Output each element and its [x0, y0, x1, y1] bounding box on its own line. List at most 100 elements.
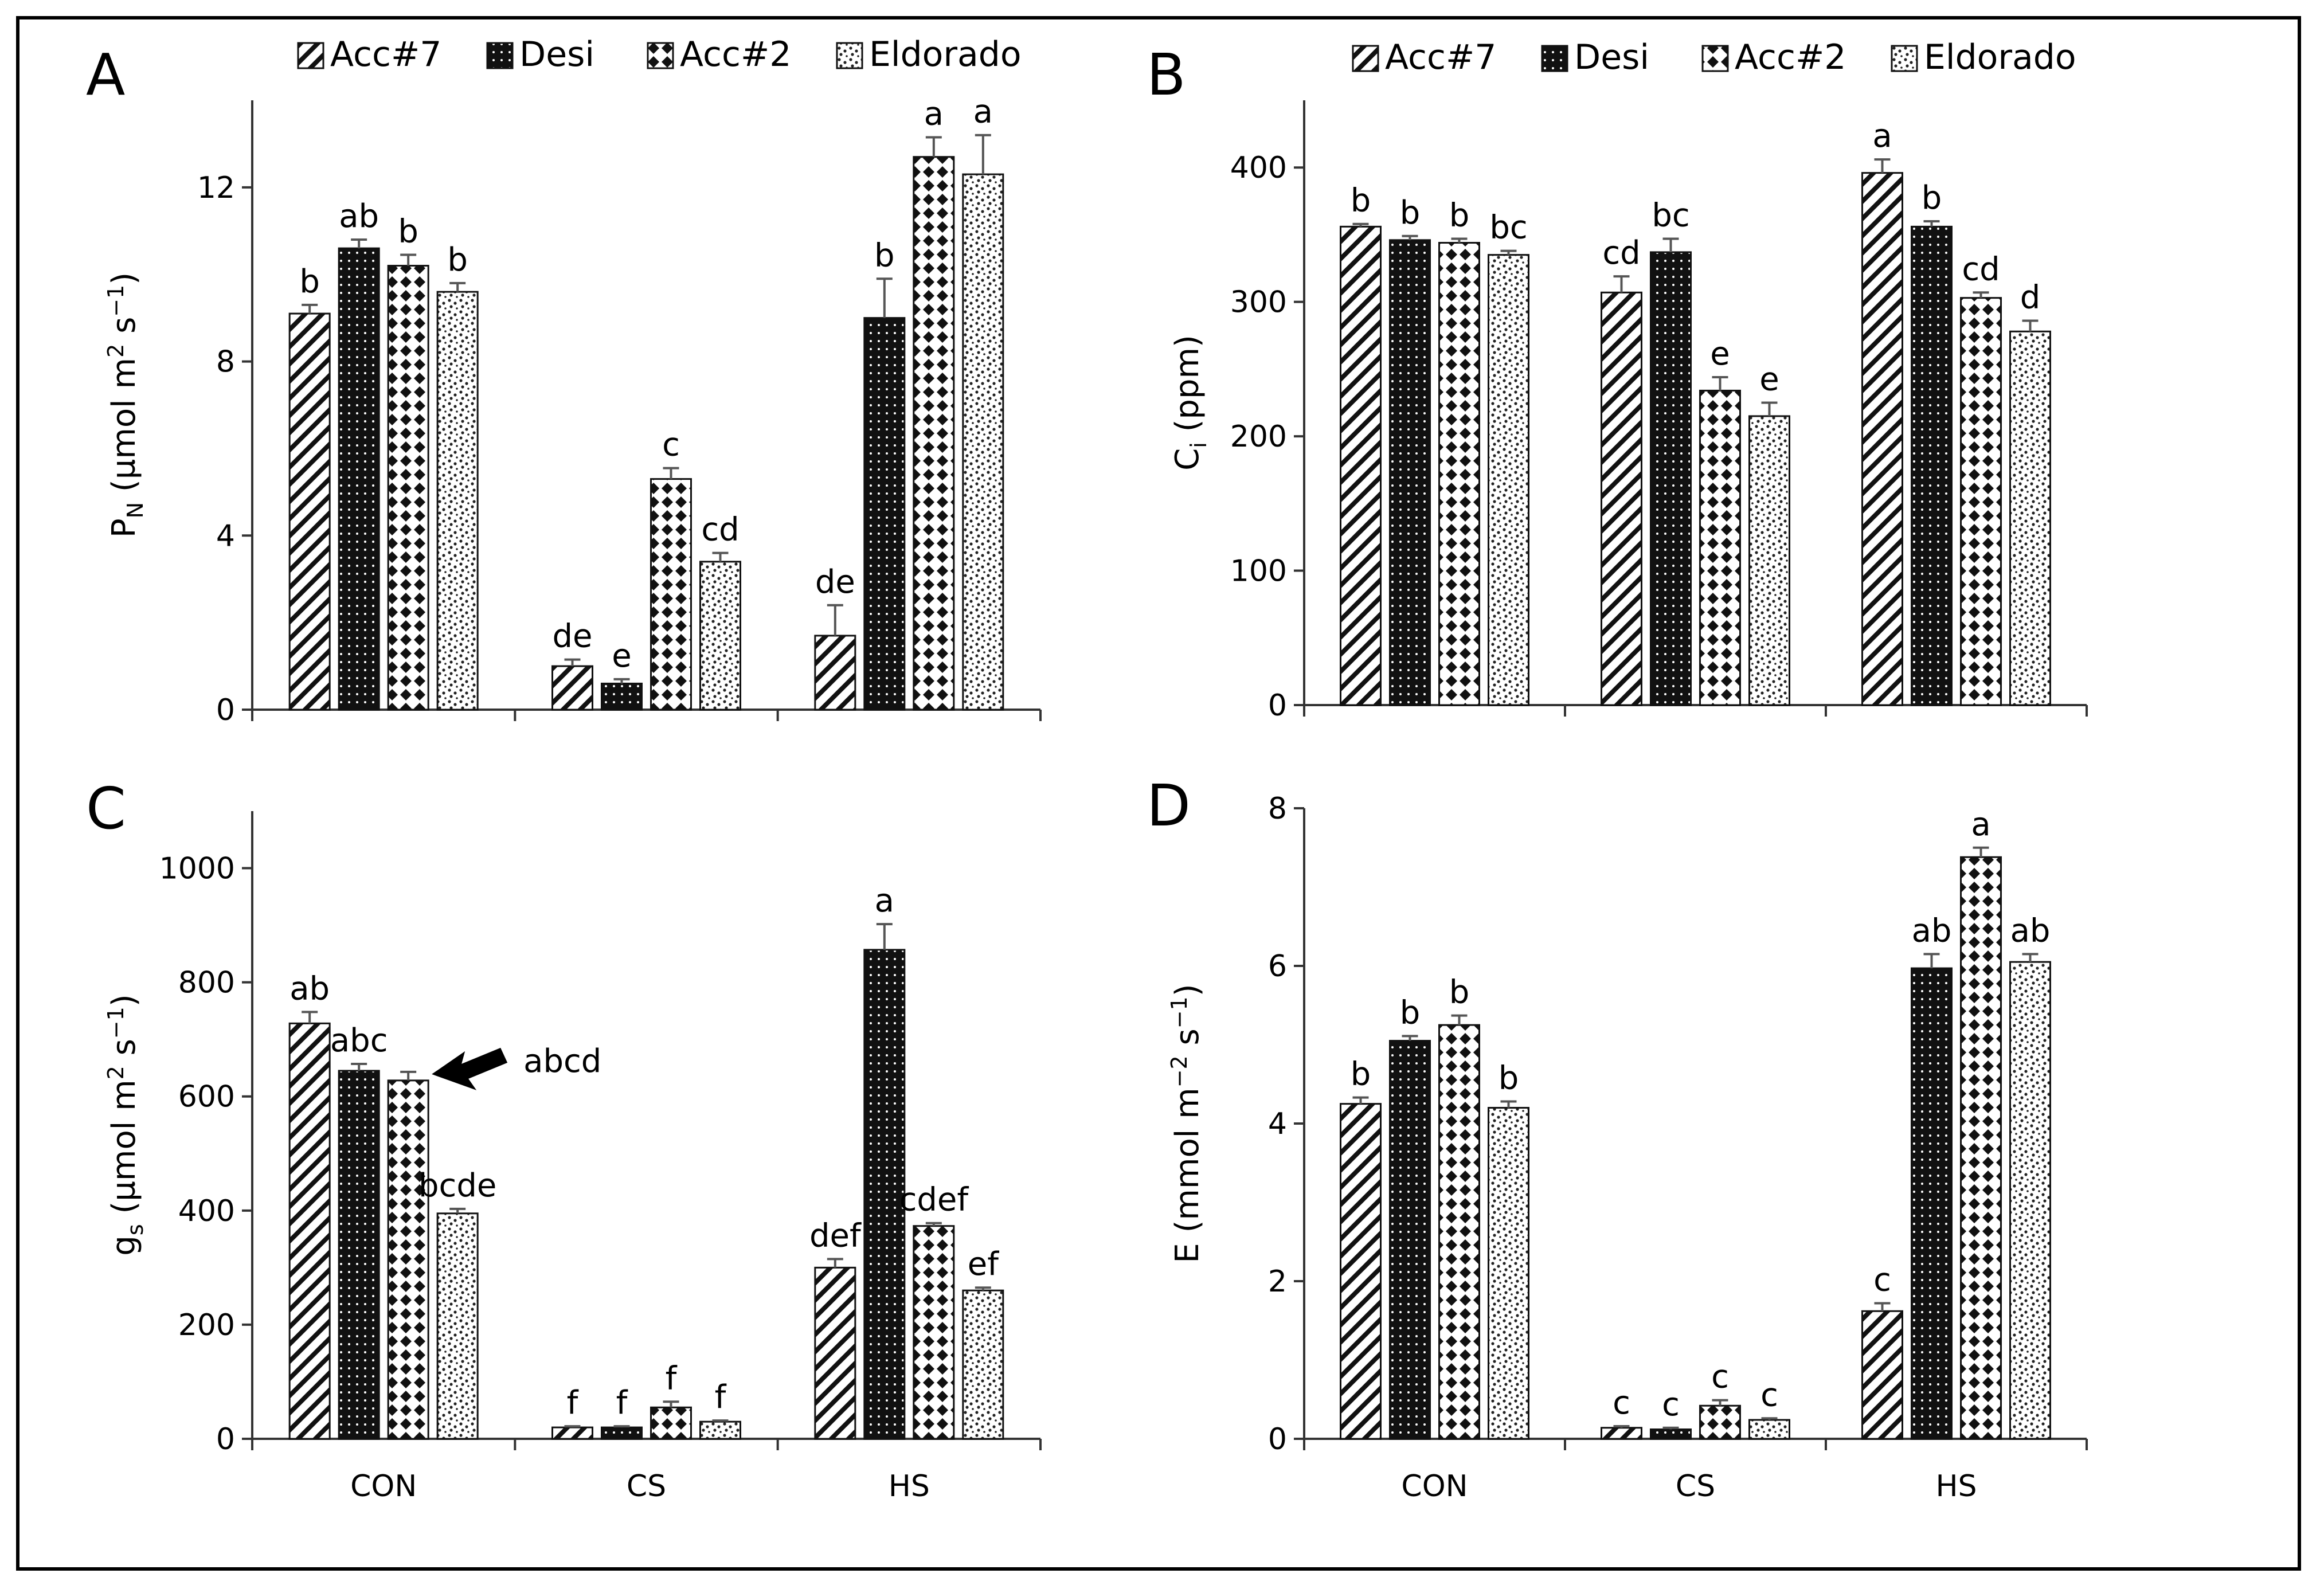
y-axis-label-part: (µmol m: [105, 1079, 143, 1224]
significance-label: e: [1759, 361, 1779, 398]
bar: [650, 478, 692, 711]
significance-label: f: [567, 1384, 579, 1422]
significance-label: b: [1922, 179, 1942, 217]
y-axis-label-part: P: [105, 518, 143, 538]
category-label: CON: [1401, 1469, 1468, 1504]
y-axis-label-part: −2: [1167, 1055, 1192, 1087]
y-tick-label: 1000: [159, 852, 235, 886]
y-tick-label: 300: [1230, 285, 1287, 320]
significance-label: a: [1872, 118, 1892, 155]
significance-label: b: [1351, 182, 1371, 220]
y-axis-label-part: i: [1186, 442, 1211, 448]
bar: [962, 173, 1004, 711]
bar: [1438, 1024, 1480, 1440]
bar: [1960, 297, 2002, 706]
significance-label: ab: [2010, 912, 2051, 949]
category-label: HS: [1935, 1469, 1977, 1504]
bar: [699, 1420, 741, 1440]
panel-letter-B: B: [1147, 41, 1186, 108]
bar: [1861, 172, 1903, 706]
y-tick-label: 4: [1268, 1107, 1287, 1141]
bar: [699, 561, 741, 711]
bar: [1748, 1419, 1790, 1440]
bar: [863, 317, 906, 711]
y-axis-label-part: ): [105, 994, 143, 1007]
significance-label: cd: [1962, 251, 2000, 288]
y-axis-label-part: 2: [103, 1066, 128, 1079]
panel-letter-C: C: [86, 775, 126, 842]
legend-swatch: [1701, 45, 1729, 72]
significance-label: c: [1711, 1359, 1729, 1396]
significance-label: a: [875, 882, 894, 919]
legend-label: Eldorado: [869, 34, 1022, 75]
y-axis-label-part: s: [105, 317, 143, 344]
bar: [1488, 254, 1529, 706]
y-axis-label-part: (µmol m: [105, 358, 143, 502]
y-tick-label: 6: [1268, 949, 1287, 984]
significance-label: bc: [1489, 209, 1527, 246]
bar: [863, 949, 906, 1440]
y-axis-label-part: s: [1169, 1028, 1206, 1055]
y-axis-label: PN (µmol m2 s−1): [103, 272, 148, 538]
bar: [1601, 291, 1642, 706]
y-axis-label-part: N: [123, 502, 148, 518]
bar: [814, 635, 856, 711]
bar: [1340, 225, 1382, 706]
significance-label: b: [1351, 1056, 1371, 1093]
significance-label: de: [815, 563, 855, 601]
significance-label: f: [666, 1360, 678, 1397]
y-tick-label: 4: [216, 519, 235, 553]
bar: [1911, 225, 1953, 706]
y-tick-label: 8: [216, 345, 235, 379]
bar: [436, 291, 479, 711]
significance-label: c: [1760, 1376, 1778, 1414]
y-axis-label-part: ): [105, 272, 143, 285]
significance-label: b: [1449, 974, 1470, 1011]
significance-label: def: [809, 1217, 862, 1254]
y-tick-label: 200: [178, 1308, 235, 1343]
significance-label: b: [447, 241, 468, 279]
y-axis-label: E (mmol m−2 s−1): [1167, 984, 1206, 1263]
legend-swatch: [836, 42, 863, 69]
bar: [1911, 967, 1953, 1440]
significance-label: cd: [701, 511, 739, 549]
y-axis-label-part: (mmol m: [1169, 1087, 1206, 1243]
category-label: HS: [889, 1469, 930, 1504]
bar: [913, 1225, 955, 1440]
y-tick-label: 200: [1230, 420, 1287, 454]
bar: [1389, 1040, 1431, 1440]
bar: [601, 1426, 643, 1440]
y-tick-label: 0: [1268, 1422, 1287, 1457]
significance-label: abc: [330, 1022, 388, 1059]
significance-label: c: [1613, 1384, 1630, 1422]
significance-label: c: [1662, 1386, 1680, 1423]
legend-label: Acc#7: [1385, 37, 1496, 77]
legend-swatch: [1891, 45, 1918, 72]
bar: [551, 665, 593, 711]
y-tick-label: 0: [1268, 688, 1287, 723]
significance-label: b: [1400, 994, 1421, 1031]
significance-label: b: [1499, 1060, 1519, 1097]
y-tick-label: 400: [178, 1194, 235, 1228]
y-axis-label-part: s: [105, 1039, 143, 1066]
panel-letter-A: A: [86, 41, 125, 108]
significance-label: ef: [968, 1246, 999, 1283]
bar: [1389, 239, 1431, 706]
legend-label: Acc#2: [680, 34, 791, 75]
significance-label: d: [2020, 279, 2041, 316]
category-label: CS: [627, 1469, 666, 1504]
significance-label: bc: [1652, 197, 1689, 234]
significance-label: ab: [1912, 912, 1952, 949]
bar: [962, 1289, 1004, 1440]
significance-label: ab: [289, 970, 330, 1007]
bar: [1699, 1404, 1741, 1440]
significance-label: e: [612, 637, 631, 675]
bar: [1488, 1107, 1529, 1440]
bar: [1699, 389, 1741, 706]
bar: [650, 1406, 692, 1440]
legend-swatch: [486, 42, 514, 69]
legend-swatch: [647, 42, 674, 69]
y-tick-label: 0: [216, 1422, 235, 1457]
